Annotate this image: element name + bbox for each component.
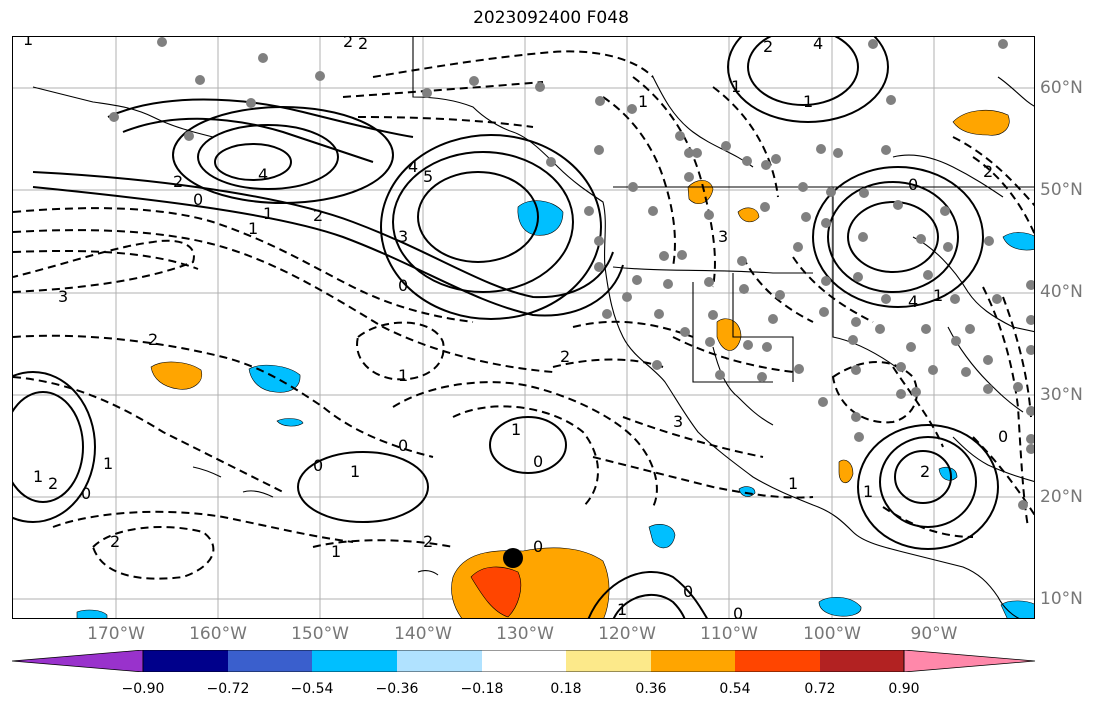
colorbar (12, 650, 1036, 672)
contour-label: 2 (920, 462, 930, 481)
contour-label: 0 (683, 582, 693, 601)
contour-label: 1 (248, 219, 258, 238)
contour-labels: 1 2 4 1 2 4 0 2 1 3 4 5 3 0 3 2 1 0 2 0 … (23, 37, 1008, 619)
contour-label: 3 (718, 227, 728, 246)
contour-label: 1 (33, 467, 43, 486)
colorbar-tick-label: −0.18 (460, 681, 504, 697)
map-title: 2023092400 F048 (473, 8, 629, 28)
map-canvas[interactable]: 1 2 4 1 2 4 0 2 1 3 4 5 3 0 3 2 1 0 2 0 … (13, 37, 1035, 619)
contour-label: 0 (533, 452, 543, 471)
contour-label: 5 (423, 167, 433, 186)
shaded-areas (76, 109, 1034, 618)
colorbar-tick-label: −0.54 (290, 681, 334, 697)
graticule (13, 37, 1034, 618)
contour-label: 4 (258, 165, 268, 184)
colorbar-segment (397, 650, 482, 672)
contour-label: 2 (343, 37, 353, 51)
contour-label: 4 (813, 37, 823, 53)
colorbar-tick-label: 0.54 (719, 681, 751, 697)
lon-label: 120°W (598, 624, 656, 644)
contour-label: 2 (763, 37, 773, 56)
lon-label: 100°W (803, 624, 861, 644)
contour-label: 2 (423, 532, 433, 551)
station-dots (109, 37, 1034, 510)
contour-label: 2 (313, 206, 323, 225)
lon-label: 160°W (189, 624, 247, 644)
contour-label: 4 (408, 157, 418, 176)
contour-label: 1 (803, 92, 813, 111)
contour-label: 1 (103, 454, 113, 473)
colorbar-extend-high (903, 650, 1036, 672)
lon-label: 110°W (700, 624, 758, 644)
contour-label: 1 (863, 482, 873, 501)
contour-label: 2 (173, 172, 183, 191)
colorbar-extend-low (12, 650, 144, 672)
contour-label: 2 (48, 474, 58, 493)
colorbar-segment (482, 650, 566, 672)
contour-label: 0 (533, 537, 543, 556)
colorbar-segment (651, 650, 735, 672)
lat-label: 50°N (1040, 180, 1083, 200)
colorbar-segment (312, 650, 397, 672)
colorbar-segment (566, 650, 651, 672)
colorbar-tick-label: 0.36 (635, 681, 667, 697)
lat-label: 30°N (1040, 385, 1083, 405)
lat-label: 10°N (1040, 589, 1083, 609)
lon-label: 140°W (394, 624, 452, 644)
contour-label: 1 (617, 600, 627, 619)
lat-label: 20°N (1040, 487, 1083, 507)
contour-label: 1 (398, 366, 408, 385)
contour-label: 0 (81, 484, 91, 503)
lon-label: 150°W (291, 624, 349, 644)
contour-label: 3 (398, 227, 408, 246)
contour-label: 2 (148, 330, 158, 349)
lon-label: 90°W (910, 624, 958, 644)
contour-label: 0 (733, 604, 743, 619)
contour-label: 2 (983, 162, 993, 181)
contour-label: 0 (398, 436, 408, 455)
solid-contours (13, 37, 999, 618)
contour-label: 2 (110, 532, 120, 551)
lat-label: 60°N (1040, 78, 1083, 98)
colorbar-tick-label: −0.72 (206, 681, 250, 697)
contour-label: 1 (788, 474, 798, 493)
contour-label: 1 (331, 542, 341, 561)
contour-label: 2 (560, 347, 570, 366)
colorbar-tick-label: −0.36 (375, 681, 419, 697)
colorbar-segment (228, 650, 312, 672)
lat-label: 40°N (1040, 282, 1083, 302)
contour-label: 1 (933, 286, 943, 305)
contour-label: 0 (998, 427, 1008, 446)
colorbar-segment (143, 650, 228, 672)
contour-label: 0 (398, 276, 408, 295)
contour-label: 1 (511, 420, 521, 439)
colorbar-tick-label: 0.90 (888, 681, 920, 697)
contour-label: 2 (358, 37, 368, 53)
colorbar-segment (820, 650, 904, 672)
storm-center-marker (503, 548, 523, 568)
colorbar-tick-label: 0.18 (550, 681, 582, 697)
contour-label: 4 (908, 292, 918, 311)
dashed-contours (13, 50, 1034, 580)
contour-label: 3 (673, 412, 683, 431)
map-panel[interactable]: 1 2 4 1 2 4 0 2 1 3 4 5 3 0 3 2 1 0 2 0 … (12, 36, 1035, 619)
contour-label: 0 (313, 456, 323, 475)
colorbar-segment (735, 650, 820, 672)
contour-label: 1 (350, 462, 360, 481)
colorbar-tick-label: −0.90 (121, 681, 165, 697)
contour-label: 1 (23, 37, 33, 49)
contour-label: 1 (638, 92, 648, 111)
contour-label: 0 (908, 175, 918, 194)
contour-label: 1 (263, 204, 273, 223)
lon-label: 170°W (87, 624, 145, 644)
contour-label: 1 (731, 77, 741, 96)
colorbar-tick-label: 0.72 (804, 681, 836, 697)
coastlines (32, 37, 1034, 618)
contour-label: 0 (193, 190, 203, 209)
lon-label: 130°W (496, 624, 554, 644)
contour-label: 3 (58, 287, 68, 306)
